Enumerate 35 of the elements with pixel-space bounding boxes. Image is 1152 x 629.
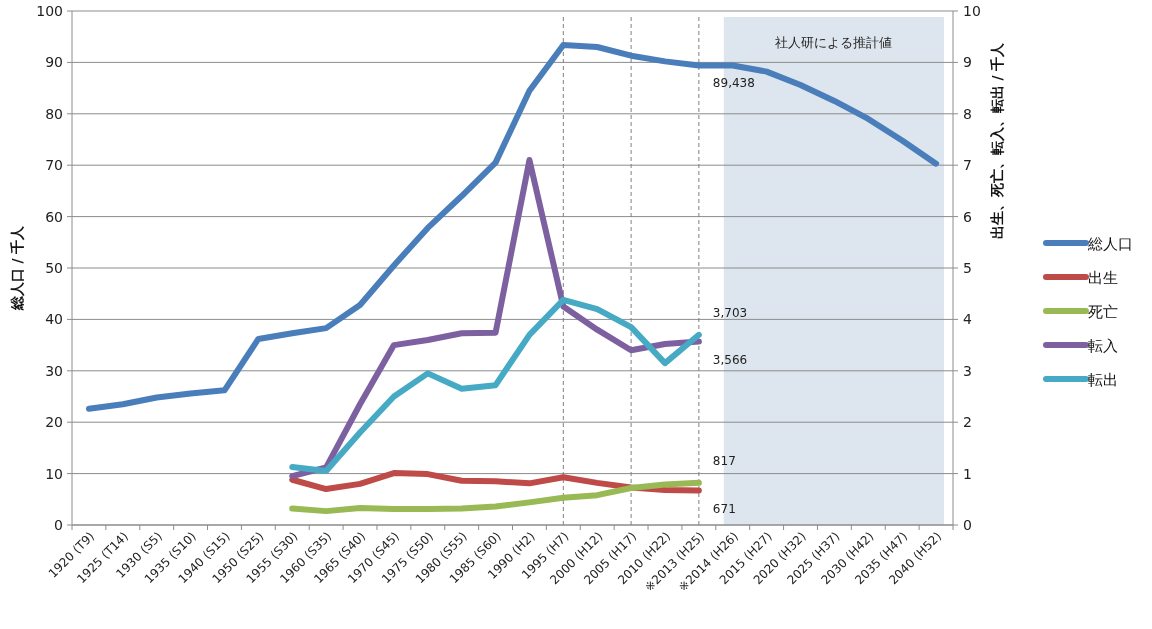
y2-tick-label: 6 <box>963 208 972 225</box>
annotation: 817 <box>712 453 736 468</box>
y-tick-label: 40 <box>45 311 63 328</box>
band-label: 社人研による推計値 <box>775 35 893 50</box>
legend-label: 総人口 <box>1087 235 1133 253</box>
annotation: 3,703 <box>712 305 748 320</box>
y-tick-label: 70 <box>45 157 63 174</box>
y-axis-title: 総人口 / 千人 <box>9 224 25 312</box>
y-tick-label: 10 <box>45 465 63 482</box>
y2-tick-label: 10 <box>963 3 981 19</box>
y2-tick-label: 8 <box>963 105 972 122</box>
y2-tick-label: 5 <box>963 260 972 276</box>
y2-tick-label: 1 <box>963 465 972 482</box>
annotation: 3,566 <box>712 352 748 367</box>
y-tick-label: 80 <box>45 105 63 122</box>
y2-tick-label: 3 <box>963 362 972 379</box>
y2-tick-label: 7 <box>963 157 972 174</box>
y-tick-label: 30 <box>45 362 63 379</box>
annotation: 89,438 <box>712 76 755 91</box>
y2-tick-label: 2 <box>963 414 972 431</box>
legend-label: 出生 <box>1088 269 1118 287</box>
annotation: 671 <box>712 501 736 516</box>
y-tick-label: 60 <box>45 208 63 225</box>
legend-label: 転出 <box>1088 371 1118 389</box>
y-tick-label: 90 <box>45 54 63 71</box>
y-tick-label: 20 <box>45 414 63 431</box>
y2-tick-label: 0 <box>963 517 972 533</box>
y-tick-label: 100 <box>36 3 63 19</box>
legend-label: 転入 <box>1088 337 1118 355</box>
y-tick-label: 50 <box>45 260 63 276</box>
y2-axis-title: 出生、死亡、転入、転出 / 千人 <box>989 41 1005 240</box>
legend-label: 死亡 <box>1088 303 1118 321</box>
y2-tick-label: 4 <box>963 311 972 328</box>
y2-tick-label: 9 <box>963 54 972 71</box>
y-tick-label: 0 <box>54 517 63 533</box>
